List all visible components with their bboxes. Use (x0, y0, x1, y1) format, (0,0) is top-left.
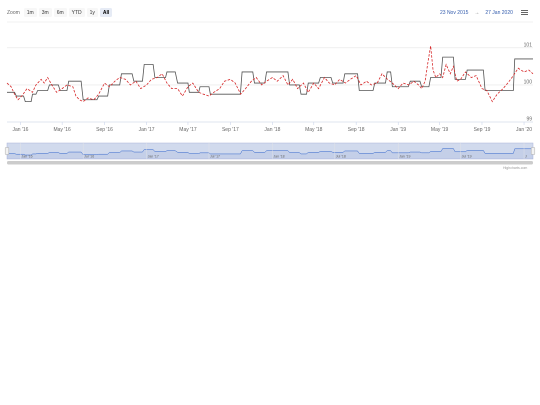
x-tick-label: Jan '17 (139, 127, 155, 133)
from-date-input[interactable]: 23 Nov 2015 (440, 9, 469, 16)
zoom-1m-button[interactable]: 1m (23, 8, 37, 17)
zoom-1y-button[interactable]: 1y (86, 8, 98, 17)
x-tick-label: Jan '19 (390, 127, 406, 133)
navigator-tick-label: Jul '19 (462, 155, 472, 159)
x-tick-label: Jan '18 (264, 127, 280, 133)
y-grid (7, 47, 533, 123)
navigator[interactable]: Jan '16 Jul '16 Jan '17 Jul '17 Jan '18 Jul '… (4, 142, 536, 165)
x-tick-label: Jan '16 (12, 127, 28, 133)
x-tick-label: May '19 (431, 127, 449, 133)
date-range: 23 Nov 2015 → 27 Jan 2020 (440, 8, 513, 17)
y-axis-labels: 99 100 101 (524, 42, 533, 122)
zoom-6m-button[interactable]: 6m (53, 8, 67, 17)
x-tick-label: May '16 (53, 127, 71, 133)
x-tick-label: May '18 (305, 127, 323, 133)
navigator-tick-label: Jan '17 (148, 155, 159, 159)
x-tick-label: Sep '16 (96, 127, 113, 133)
zoom-3m-button[interactable]: 3m (38, 8, 52, 17)
range-selector: Zoom 1m 3m 6m YTD 1y All (7, 8, 114, 17)
x-tick-label: Sep '17 (222, 127, 239, 133)
y-tick-label: 99 (526, 117, 532, 123)
x-tick-label: Jan '20 (516, 127, 532, 133)
x-tick-label: Sep '19 (474, 127, 491, 133)
x-tick-label: Sep '18 (348, 127, 365, 133)
navigator-tick-label: Jan '18 (273, 155, 284, 159)
range-arrow: → (474, 9, 480, 16)
navigator-right-handle[interactable] (531, 147, 536, 155)
navigator-tick-label: J (525, 155, 527, 159)
navigator-series-line (7, 148, 533, 156)
navigator-left-handle[interactable] (4, 147, 9, 155)
plot-area (6, 45, 534, 103)
navigator-tick-label: Jul '18 (336, 155, 346, 159)
y-tick-label: 100 (524, 79, 533, 85)
to-date-input[interactable]: 27 Jan 2020 (485, 9, 513, 16)
navigator-scrollbar[interactable] (7, 161, 533, 165)
navigator-tick-label: Jul '17 (210, 155, 220, 159)
y-tick-label: 101 (524, 42, 533, 48)
navigator-tick-label: Jan '19 (399, 155, 410, 159)
series-line-1 (7, 56, 533, 102)
x-axis-ticks: Jan '16 May '16 Sep '16 Jan '17 May '17 Sep '… (12, 122, 532, 133)
navigator-tick-label: Jan '16 (21, 155, 32, 159)
x-tick-label: May '17 (179, 127, 197, 133)
hamburger-menu-icon[interactable] (520, 9, 529, 17)
zoom-label: Zoom (7, 9, 20, 16)
navigator-series-area (7, 148, 533, 159)
credits-link[interactable]: Highcharts.com (503, 166, 528, 170)
stock-chart: 99 100 101 Jan '16 May '16 Sep '16 Jan '17 May… (4, 21, 536, 165)
zoom-all-button[interactable]: All (99, 8, 113, 17)
zoom-ytd-button[interactable]: YTD (68, 8, 85, 17)
navigator-tick-label: Jul '16 (84, 155, 94, 159)
series-line-2 (6, 45, 534, 103)
